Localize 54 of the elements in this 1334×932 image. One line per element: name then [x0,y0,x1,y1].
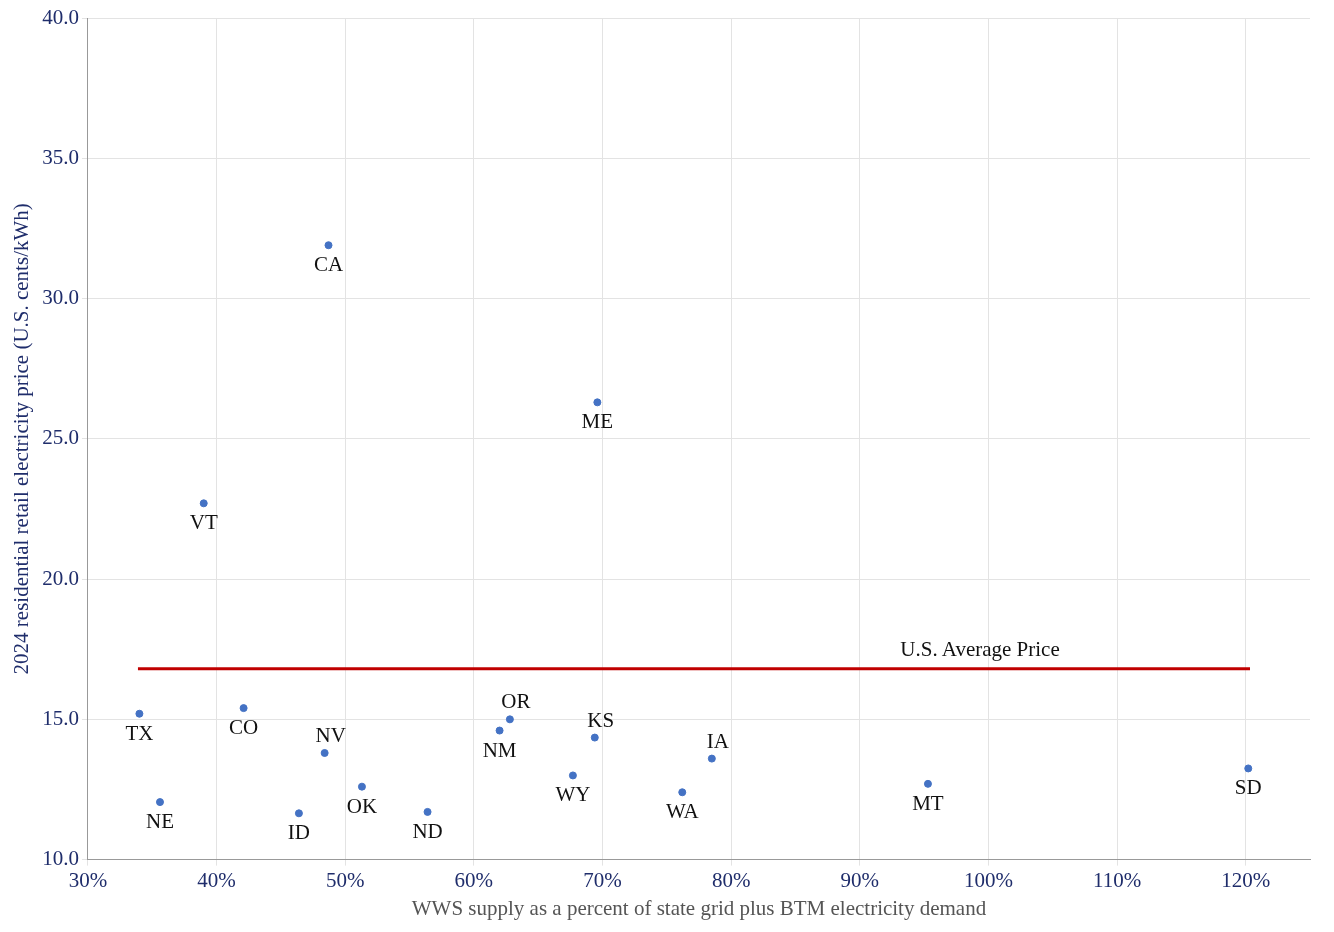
x-tick-label: 50% [325,867,365,892]
y-tick-label: 35.0 [42,144,79,169]
point [707,754,716,763]
point [590,733,599,742]
annotation: WY [555,782,591,807]
point [1244,764,1253,773]
point [324,241,333,250]
annotation: NM [482,737,517,762]
point [568,771,577,780]
annotation: NV [315,723,346,748]
annotation: KS [587,707,615,732]
point [320,749,329,757]
point [923,779,932,788]
annotation: TX [125,720,154,745]
y-axis-title: 2024 residential retail electricity price (U.S. cents/kWh) [9,203,34,675]
annotation: OR [501,689,531,714]
point [199,499,208,508]
annotation: CA [313,252,344,277]
point [678,788,687,797]
annotation: SD [1234,775,1262,800]
y-tick-label: 40.0 [42,4,79,29]
point [357,782,366,791]
y-tick-label: 30.0 [42,285,79,310]
point [135,709,144,718]
annotation: CO [229,715,259,740]
point [239,704,248,713]
annotation: ME [581,409,614,434]
y-tick-label: 20.0 [42,565,79,590]
y-tick-label: 25.0 [42,425,79,450]
annotation: IA [706,728,730,753]
annotation: NE [145,809,174,834]
x-tick-label: 70% [583,867,622,892]
point [495,726,504,735]
point [294,809,303,818]
point [505,715,514,724]
x-tick-label: 40% [197,867,236,892]
annotation: OK [346,793,378,818]
x-tick-label: 60% [454,867,494,892]
point [423,807,432,816]
ref-line-label: U.S. Average Price [900,636,1060,661]
annotation: ID [287,820,310,845]
annotation: MT [912,790,944,815]
annotation: ND [412,818,443,843]
annotation: VT [189,510,218,535]
x-axis-title: WWS supply as a percent of state grid plus BTM electricity demand [411,895,987,920]
annotation: WA [665,799,700,824]
x-tick-label: 110% [1092,867,1142,892]
x-tick-label: 80% [711,867,751,892]
point [593,398,602,407]
x-tick-label: 90% [840,867,880,892]
y-tick-label: 15.0 [42,705,79,730]
point [155,798,164,807]
x-tick-label: 100% [963,867,1013,892]
x-tick-label: 120% [1221,867,1271,892]
